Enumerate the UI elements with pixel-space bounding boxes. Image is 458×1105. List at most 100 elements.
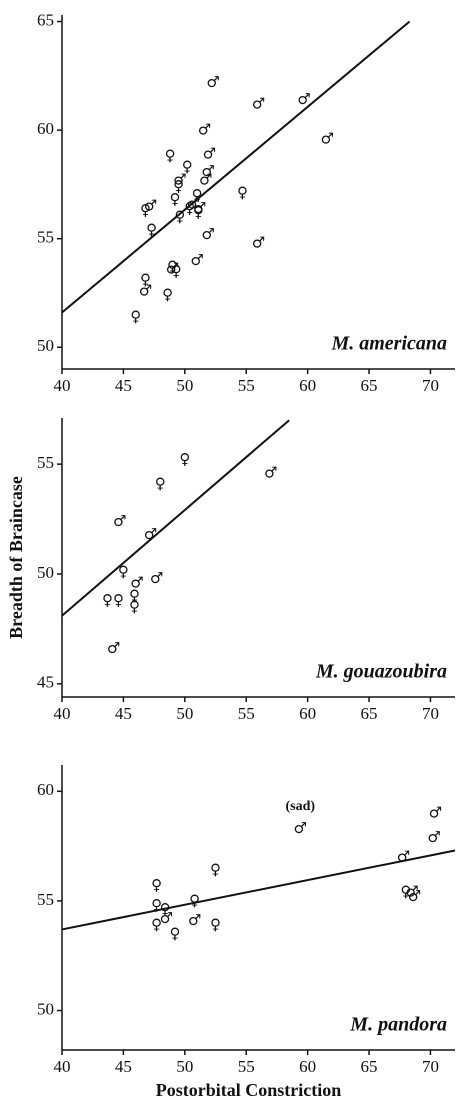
point: ♀ (151, 896, 162, 914)
point: ♀ (179, 450, 190, 468)
point: ♂ (173, 171, 186, 189)
point: ♀ (189, 891, 200, 909)
point: ♂ (203, 144, 216, 162)
point: ♂ (252, 234, 265, 252)
point: ♂ (187, 194, 200, 212)
point: ♀ (169, 924, 180, 942)
point: ♀ (129, 586, 140, 604)
point: ♀ (237, 184, 248, 202)
point: ♂ (252, 95, 265, 113)
y-tick-label: 60 (37, 119, 54, 138)
panel-title: M. gouazoubira (315, 661, 447, 683)
x-tick-label: 65 (361, 1057, 378, 1076)
x-axis-label: Postorbital Constriction (156, 1080, 341, 1100)
annotation: (sad) (285, 799, 315, 814)
point: ♂ (297, 90, 310, 108)
x-tick-label: 60 (299, 376, 316, 395)
point: ♀ (210, 916, 221, 934)
x-tick-label: 65 (361, 704, 378, 723)
point: ♂ (264, 463, 277, 481)
point: ♀ (140, 201, 151, 219)
point: ♀ (160, 900, 171, 918)
point: ♀ (129, 597, 140, 615)
point: ♀ (169, 190, 180, 208)
trend-line (61, 849, 456, 931)
x-tick-label: 60 (299, 704, 316, 723)
point: ♂ (107, 639, 120, 657)
x-tick-label: 50 (176, 376, 193, 395)
point: ♀ (167, 257, 178, 275)
point: ♂ (188, 911, 201, 929)
point: ♀ (130, 307, 141, 325)
point: ♀ (184, 199, 195, 217)
point: ♂ (144, 525, 157, 543)
y-tick-label: 50 (37, 563, 54, 582)
panel-title: M. americana (330, 333, 447, 355)
point: ♂ (294, 819, 307, 837)
x-tick-label: 55 (238, 376, 255, 395)
point: ♂ (190, 251, 203, 269)
point: ♀ (193, 203, 204, 221)
x-tick-label: 40 (54, 704, 71, 723)
point: ♀ (210, 861, 221, 879)
point: ♂ (427, 828, 440, 846)
trend-line (61, 20, 411, 314)
x-tick-label: 70 (422, 704, 439, 723)
point: ♂ (113, 512, 126, 530)
y-tick-label: 55 (37, 890, 54, 909)
point: ♂ (201, 225, 214, 243)
point: ♀ (151, 876, 162, 894)
point: ♀ (173, 177, 184, 195)
y-tick-label: 45 (37, 673, 54, 692)
x-tick-label: 40 (54, 1057, 71, 1076)
y-tick-label: 55 (37, 453, 54, 472)
y-tick-label: 60 (37, 780, 54, 799)
point: ♀ (182, 158, 193, 176)
x-tick-label: 50 (176, 1057, 193, 1076)
point: ♂ (199, 171, 212, 189)
point: ♀ (162, 286, 173, 304)
point: ♀ (171, 262, 182, 280)
point: ♀ (102, 591, 113, 609)
point: ♂ (130, 573, 143, 591)
point: ♀ (118, 562, 129, 580)
point: ♂ (150, 569, 163, 587)
point: ♀ (151, 916, 162, 934)
x-tick-label: 65 (361, 376, 378, 395)
point: ♂ (429, 804, 442, 822)
x-tick-label: 55 (238, 1057, 255, 1076)
point: ♀ (192, 186, 203, 204)
point: ♂ (166, 260, 179, 278)
point: ♀ (174, 207, 185, 225)
point: ♀ (140, 270, 151, 288)
x-tick-label: 60 (299, 1057, 316, 1076)
x-tick-label: 45 (115, 704, 132, 723)
y-tick-label: 65 (37, 10, 54, 29)
trend-line (61, 419, 290, 617)
x-tick-label: 45 (115, 1057, 132, 1076)
point: ♂ (144, 197, 157, 215)
point: ♂ (408, 887, 421, 905)
x-tick-label: 45 (115, 376, 132, 395)
point: ♂ (397, 848, 410, 866)
point: ♀ (146, 221, 157, 239)
x-tick-label: 40 (54, 376, 71, 395)
point: ♂ (139, 281, 152, 299)
panel-title: M. pandora (349, 1014, 447, 1036)
point: ♂ (405, 883, 418, 901)
point: ♀ (155, 474, 166, 492)
point: ♀ (400, 883, 411, 901)
point: ♂ (198, 121, 211, 139)
y-tick-label: 55 (37, 228, 54, 247)
x-tick-label: 70 (422, 376, 439, 395)
point: ♂ (201, 162, 214, 180)
point: ♀ (165, 147, 176, 165)
point: ♂ (160, 909, 173, 927)
x-tick-label: 55 (238, 704, 255, 723)
y-tick-label: 50 (37, 336, 54, 355)
point: ♀ (113, 591, 124, 609)
point: ♂ (321, 129, 334, 147)
y-axis-label: Breadth of Braincase (6, 476, 26, 639)
x-tick-label: 70 (422, 1057, 439, 1076)
